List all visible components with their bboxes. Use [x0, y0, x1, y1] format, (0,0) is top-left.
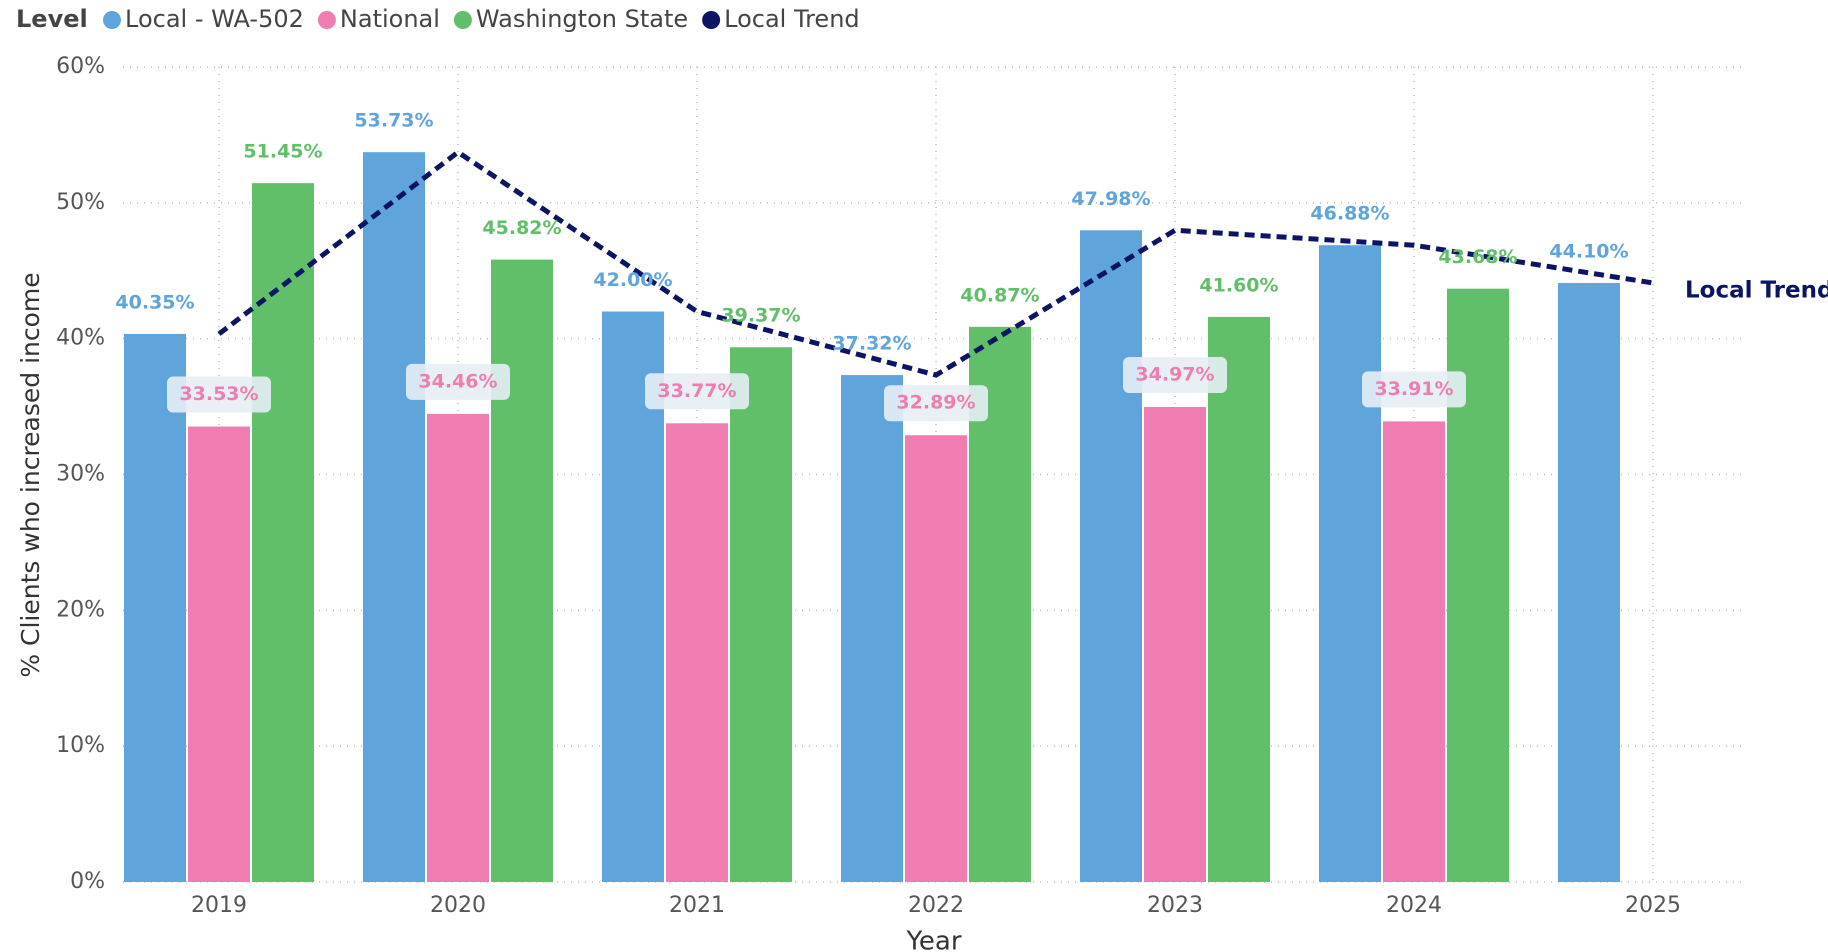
- data-label: 46.88%: [1310, 203, 1389, 225]
- legend-marker: [317, 11, 336, 29]
- legend-label: Local - WA-502: [125, 5, 304, 33]
- legend-label: Washington State: [476, 5, 688, 33]
- bar: [1208, 316, 1270, 882]
- legend-title: Level: [16, 5, 88, 33]
- data-label: 34.46%: [418, 370, 497, 392]
- data-label: 32.89%: [896, 392, 975, 414]
- x-tick-label: 2025: [1625, 893, 1681, 918]
- bar: [1383, 421, 1445, 882]
- y-tick-label: 60%: [56, 54, 105, 79]
- data-label: 42.00%: [593, 269, 672, 291]
- legend-label: Local Trend: [724, 5, 860, 33]
- x-tick-label: 2020: [430, 893, 486, 918]
- x-tick-label: 2022: [908, 893, 964, 918]
- data-label: 40.35%: [115, 291, 194, 313]
- label-background: [1362, 371, 1466, 408]
- data-label: 33.53%: [179, 383, 258, 405]
- data-label: 33.77%: [657, 380, 736, 402]
- bar: [124, 333, 186, 883]
- data-label: 37.32%: [832, 333, 911, 355]
- legend-marker: [103, 11, 121, 29]
- bar: [1144, 406, 1206, 882]
- x-axis-label: Year: [905, 927, 961, 952]
- trend-label: Local Trend: [1685, 277, 1828, 303]
- x-tick-label: 2021: [669, 893, 725, 918]
- label-background: [406, 363, 510, 400]
- y-tick-label: 0%: [70, 869, 105, 894]
- data-label: 53.73%: [354, 110, 433, 132]
- bar: [1080, 230, 1142, 882]
- y-tick-label: 50%: [56, 190, 105, 215]
- y-tick-label: 40%: [56, 326, 105, 351]
- legend-marker: [702, 11, 721, 29]
- legend-label: National: [340, 5, 440, 33]
- data-label: 44.10%: [1549, 240, 1628, 262]
- data-label: 41.60%: [1199, 274, 1278, 296]
- data-label: 39.37%: [721, 305, 800, 327]
- bar: [730, 347, 792, 883]
- data-label: 33.91%: [1374, 378, 1453, 400]
- data-label: 34.97%: [1135, 363, 1214, 385]
- y-tick-label: 10%: [56, 733, 105, 758]
- bar: [491, 259, 553, 882]
- x-tick-label: 2023: [1147, 893, 1203, 918]
- y-tick-label: 30%: [56, 462, 105, 487]
- label-background: [1123, 356, 1227, 393]
- label-background: [884, 385, 988, 422]
- bar: [188, 426, 250, 882]
- bar: [1319, 245, 1381, 883]
- y-tick-label: 20%: [56, 597, 105, 622]
- data-label: 51.45%: [243, 141, 322, 163]
- data-label: 47.98%: [1071, 188, 1150, 210]
- data-label: 43.68%: [1438, 246, 1517, 268]
- legend-marker: [453, 11, 472, 29]
- bar: [905, 435, 967, 882]
- trend-line: [217, 149, 1654, 378]
- bar: [841, 375, 903, 882]
- data-label: 45.82%: [482, 217, 561, 239]
- bar: [252, 183, 314, 882]
- x-tick-label: 2024: [1386, 893, 1442, 918]
- bar: [1558, 282, 1620, 883]
- x-tick-label: 2019: [191, 893, 247, 918]
- y-axis-label: % Clients who increased income: [16, 272, 45, 677]
- data-label: 40.87%: [960, 284, 1039, 306]
- bar: [427, 413, 489, 882]
- label-background: [167, 376, 271, 413]
- bar: [363, 152, 425, 883]
- label-background: [645, 373, 749, 410]
- bar: [666, 423, 728, 882]
